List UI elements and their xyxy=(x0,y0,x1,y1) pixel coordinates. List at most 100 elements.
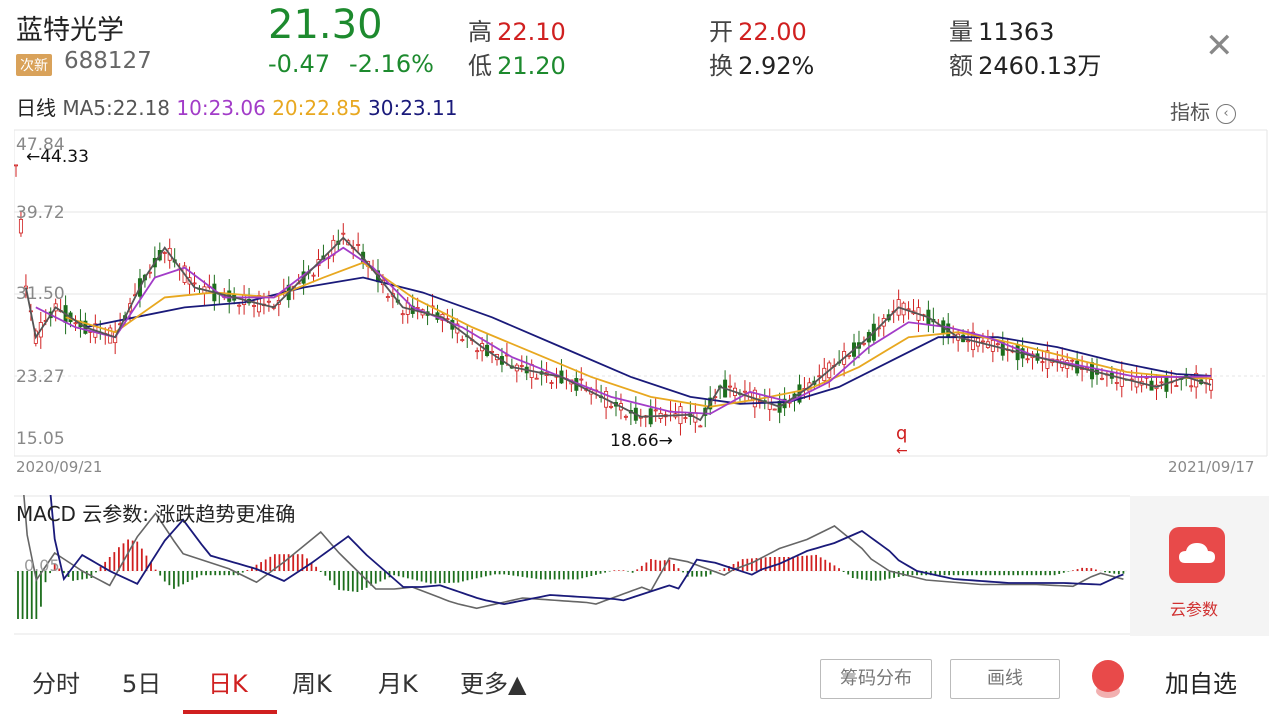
candle-body xyxy=(1071,360,1074,361)
macd-bar xyxy=(723,568,725,571)
macd-bar xyxy=(953,571,955,575)
macd-bar xyxy=(962,571,964,575)
turnover-label: 换 xyxy=(709,52,733,80)
candle-body xyxy=(252,305,255,306)
macd-bar xyxy=(329,571,331,580)
macd-bar xyxy=(357,571,359,592)
macd-bar xyxy=(843,571,845,572)
macd-bar xyxy=(540,571,542,579)
macd-bar xyxy=(334,571,336,585)
macd-bar xyxy=(581,571,583,578)
record-dot-icon[interactable] xyxy=(1092,660,1124,692)
tab-5day[interactable]: 5日 xyxy=(122,664,161,699)
macd-bar xyxy=(627,571,629,572)
candle-body xyxy=(773,409,776,410)
tab-daily-k[interactable]: 日K xyxy=(208,664,248,699)
open-label: 开 xyxy=(709,18,733,46)
macd-bar xyxy=(269,557,271,571)
candle-body xyxy=(14,165,17,166)
macd-bar xyxy=(971,571,973,575)
tab-intraday[interactable]: 分时 xyxy=(32,664,80,699)
macd-bar xyxy=(453,571,455,583)
macd-bar xyxy=(1040,571,1042,575)
macd-bar xyxy=(682,571,684,572)
macd-bar xyxy=(1086,568,1088,571)
macd-bar xyxy=(26,571,28,619)
macd-bar xyxy=(1118,571,1120,574)
macd-bar xyxy=(829,563,831,571)
candle-body xyxy=(981,341,984,342)
candle-body xyxy=(461,340,464,341)
macd-bar xyxy=(742,559,744,571)
macd-bar xyxy=(691,571,693,577)
macd-bar xyxy=(246,570,248,571)
macd-bar xyxy=(526,571,528,578)
macd-bar xyxy=(467,571,469,580)
candle-body xyxy=(520,365,523,366)
ma20-line xyxy=(66,263,1211,407)
macd-bar xyxy=(379,571,381,582)
macd-bar xyxy=(141,549,143,571)
add-watchlist-button[interactable]: 加自选 xyxy=(1165,664,1237,699)
close-icon[interactable]: ✕ xyxy=(1205,26,1234,66)
high-stat: 高 22.10 xyxy=(468,12,566,47)
q-marker-icon: q xyxy=(896,423,907,444)
volume-stat: 量 11363 xyxy=(949,12,1054,47)
tab-monthly-k[interactable]: 月K xyxy=(378,664,418,699)
chip-distribution-button[interactable]: 筹码分布 xyxy=(820,659,932,699)
macd-bar xyxy=(1003,571,1005,575)
macd-bar xyxy=(870,571,872,581)
macd-bar xyxy=(182,571,184,584)
macd-bar xyxy=(462,571,464,581)
candle-body xyxy=(193,283,196,284)
high-value: 22.10 xyxy=(497,18,566,46)
macd-bar xyxy=(1035,571,1037,575)
macd-bar xyxy=(558,571,560,579)
amount-label: 额 xyxy=(949,52,973,80)
macd-bar xyxy=(719,570,721,571)
cloud-params-button[interactable] xyxy=(1169,527,1225,583)
stock-code: 688127 xyxy=(64,48,152,74)
macd-bar xyxy=(879,571,881,580)
macd-bar xyxy=(297,554,299,571)
macd-bar xyxy=(347,571,349,591)
macd-bar xyxy=(563,571,565,579)
macd-bar xyxy=(673,564,675,571)
macd-bar xyxy=(164,571,166,582)
macd-bar xyxy=(1012,571,1014,575)
y-tick: 15.05 xyxy=(16,429,65,449)
x-end-date: 2021/09/17 xyxy=(1168,458,1254,476)
low-label: 低 xyxy=(468,52,492,80)
candle-body xyxy=(1100,378,1103,379)
volume-label: 量 xyxy=(949,18,973,46)
macd-bar xyxy=(499,571,501,574)
max-price-annotation: ←44.33 xyxy=(26,147,89,167)
macd-bar xyxy=(512,571,514,576)
macd-bar xyxy=(1109,571,1111,573)
candles xyxy=(14,165,1212,436)
macd-bar xyxy=(402,571,404,577)
indicator-button[interactable]: 指标‹ xyxy=(1170,96,1236,125)
kline-chart[interactable]: 47.84 39.72 31.50 23.27 15.05 ←44.33 18.… xyxy=(14,126,1269,481)
macd-bar xyxy=(847,571,849,575)
macd-bar xyxy=(457,571,459,583)
macd-bar xyxy=(1095,570,1097,571)
macd-bar xyxy=(1090,568,1092,571)
macd-bar xyxy=(1031,571,1033,575)
draw-line-button[interactable]: 画线 xyxy=(950,659,1060,699)
candle-body xyxy=(401,314,404,315)
chevron-left-circle-icon: ‹ xyxy=(1216,104,1236,124)
ma20-value: 20:22.85 xyxy=(272,96,361,120)
macd-bar xyxy=(324,571,326,576)
period-label: 日线 xyxy=(16,96,56,120)
macd-bar xyxy=(999,571,1001,575)
macd-bar xyxy=(448,571,450,583)
cloud-icon xyxy=(1169,527,1225,583)
macd-bar xyxy=(136,542,138,571)
macd-bar xyxy=(113,552,115,571)
tab-more[interactable]: 更多▲ xyxy=(460,664,526,699)
macd-bar xyxy=(1008,571,1010,575)
macd-bar xyxy=(1077,569,1079,571)
tab-weekly-k[interactable]: 周K xyxy=(292,664,332,699)
macd-bar xyxy=(1113,571,1115,574)
